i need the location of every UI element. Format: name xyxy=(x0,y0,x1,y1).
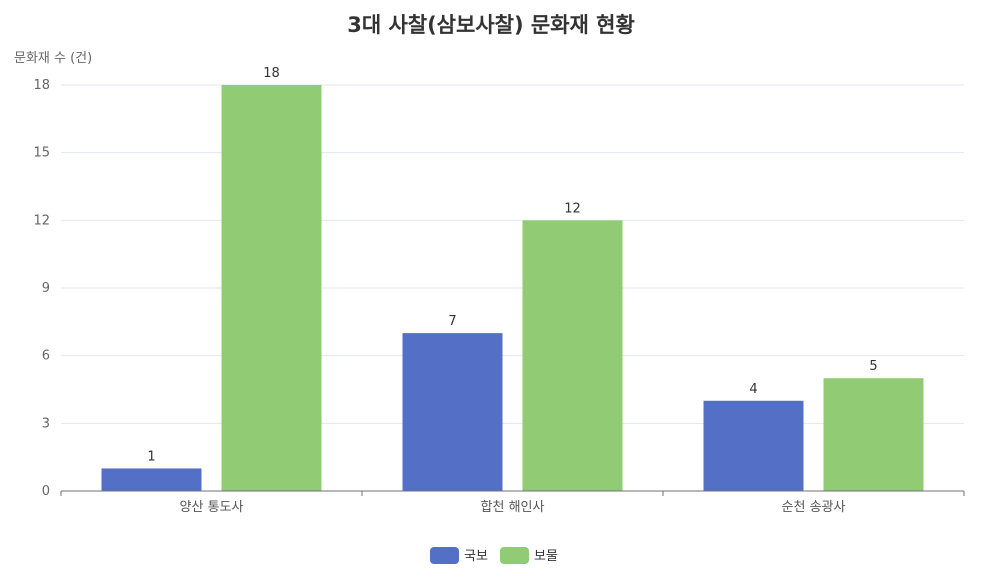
data-label: 1 xyxy=(147,449,155,464)
legend-swatch xyxy=(430,547,459,564)
y-tick-label: 15 xyxy=(33,146,50,161)
y-tick-label: 3 xyxy=(42,416,50,431)
legend-label: 국보 xyxy=(464,549,488,564)
y-axis-ticks: 0 3 6 9 12 15 18 xyxy=(33,78,50,499)
y-tick-label: 9 xyxy=(42,281,50,296)
data-label: 18 xyxy=(263,66,280,81)
bar[interactable] xyxy=(402,333,503,491)
data-label: 7 xyxy=(448,314,456,329)
y-axis-label: 문화재 수 (건) xyxy=(14,51,92,66)
data-label: 5 xyxy=(869,359,877,374)
legend-item[interactable]: 국보 xyxy=(430,547,488,564)
bar-area: 1 7 4 18 12 5 xyxy=(101,66,924,492)
data-label: 4 xyxy=(749,382,757,397)
bar[interactable] xyxy=(101,468,202,491)
bar[interactable] xyxy=(823,378,924,491)
bar[interactable] xyxy=(221,85,322,491)
legend-swatch xyxy=(500,547,529,564)
chart-title: 3대 사찰(삼보사찰) 문화재 현황 xyxy=(347,13,635,37)
y-tick-label: 0 xyxy=(42,484,50,499)
x-tick-label: 양산 통도사 xyxy=(180,500,244,515)
x-axis: 양산 통도사 합천 해인사 순천 송광사 xyxy=(60,490,965,515)
x-tick-label: 합천 해인사 xyxy=(481,500,545,515)
gridlines xyxy=(61,84,964,424)
legend-item[interactable]: 보물 xyxy=(500,547,558,564)
y-tick-label: 18 xyxy=(33,78,50,93)
bar[interactable] xyxy=(522,220,623,492)
bar[interactable] xyxy=(703,400,804,491)
y-tick-label: 12 xyxy=(33,213,50,228)
legend-label: 보물 xyxy=(534,549,558,564)
legend[interactable]: 국보 보물 xyxy=(430,547,558,564)
x-tick-label: 순천 송광사 xyxy=(782,500,846,515)
data-label: 12 xyxy=(564,201,581,216)
y-tick-label: 6 xyxy=(42,349,50,364)
